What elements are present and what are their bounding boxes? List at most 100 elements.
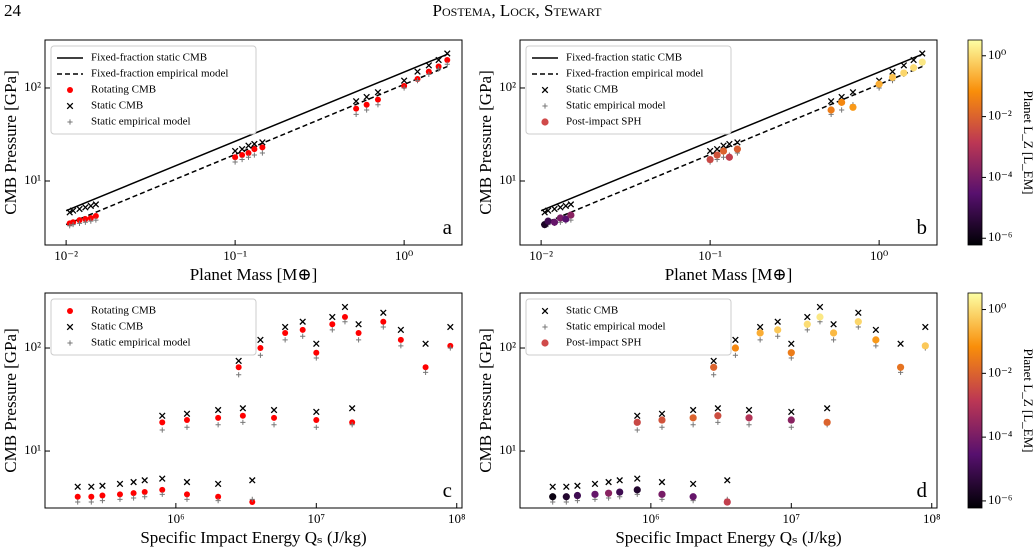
point	[214, 406, 222, 414]
point	[422, 340, 429, 348]
legend-label: Fixed-fraction empirical model	[91, 68, 228, 80]
axes-frame	[44, 292, 463, 509]
point	[341, 314, 348, 321]
point	[141, 477, 148, 484]
point	[257, 336, 264, 344]
point	[93, 217, 99, 223]
point	[99, 492, 106, 499]
x-tick-label: 10⁻²	[529, 248, 553, 263]
point	[919, 50, 926, 57]
line	[540, 65, 923, 226]
point	[364, 107, 370, 113]
point	[251, 140, 258, 148]
x-axis-label: Specific Impact Energy Qₛ (J/kg)	[615, 528, 841, 547]
legend-box	[50, 45, 257, 135]
y-tick-label: 10¹	[499, 172, 516, 187]
y-tick-label: 10¹	[499, 442, 516, 457]
point	[714, 412, 722, 420]
point	[634, 427, 640, 433]
point	[436, 66, 442, 72]
point	[725, 153, 733, 161]
legend-marker	[541, 307, 549, 315]
point	[435, 56, 442, 64]
point	[130, 490, 137, 497]
point	[715, 419, 721, 425]
point	[99, 498, 106, 504]
point	[348, 405, 356, 412]
colorbar-tick-label: 10⁻²	[988, 364, 1012, 379]
point	[732, 352, 739, 358]
point	[659, 424, 665, 430]
point	[816, 303, 824, 311]
point	[239, 156, 245, 163]
legend-marker	[66, 102, 74, 110]
point	[130, 478, 137, 486]
point	[827, 97, 835, 105]
colorbar-tick-label: 10⁰	[988, 47, 1006, 62]
point	[706, 147, 714, 155]
point	[159, 427, 165, 433]
point	[313, 408, 320, 416]
point	[889, 68, 896, 75]
point	[557, 204, 564, 211]
point	[329, 313, 336, 321]
point	[158, 475, 166, 482]
point	[70, 221, 76, 228]
point	[341, 303, 349, 311]
point	[633, 418, 641, 426]
point	[92, 213, 99, 220]
point	[745, 414, 753, 422]
point	[711, 372, 717, 378]
point	[88, 493, 95, 500]
point	[183, 491, 190, 498]
point	[562, 202, 570, 210]
point	[829, 329, 838, 337]
point	[313, 349, 320, 356]
y-tick-label: 10²	[499, 339, 516, 354]
point	[215, 414, 222, 421]
legend-marker	[541, 86, 549, 94]
point	[633, 475, 641, 482]
point	[888, 73, 897, 81]
point	[550, 218, 559, 226]
point	[605, 478, 612, 486]
point	[183, 410, 191, 418]
point	[875, 80, 883, 88]
running-title: Postema, Lock, Stewart	[433, 1, 603, 20]
point	[710, 357, 717, 365]
point	[745, 406, 753, 414]
point	[556, 214, 564, 222]
x-tick-label: 10⁻¹	[698, 248, 722, 263]
point	[271, 414, 278, 421]
point	[425, 62, 433, 69]
point	[422, 364, 429, 371]
point	[375, 102, 381, 108]
y-tick-label: 10²	[499, 79, 516, 94]
point	[838, 98, 846, 106]
point	[447, 345, 453, 351]
point	[215, 422, 221, 428]
point	[839, 107, 845, 113]
point	[300, 333, 306, 339]
panel-label: c	[443, 478, 452, 502]
point	[159, 491, 165, 497]
point	[774, 326, 782, 334]
point	[74, 493, 81, 500]
point	[775, 333, 781, 339]
legend-label: Rotating CMB	[91, 305, 156, 317]
point	[658, 490, 666, 498]
legend-marker	[66, 323, 74, 331]
x-tick-label: 10⁸	[923, 511, 941, 526]
point	[910, 56, 917, 64]
point	[397, 326, 405, 334]
legend-label: Static CMB	[91, 321, 143, 333]
point	[414, 78, 421, 84]
point	[544, 207, 552, 214]
point	[873, 343, 879, 349]
point	[746, 422, 752, 428]
point	[616, 477, 623, 484]
colorbar-tick-label: 10⁻⁶	[988, 229, 1012, 244]
panel-label: b	[917, 215, 928, 239]
point	[88, 218, 94, 224]
point	[270, 406, 278, 414]
